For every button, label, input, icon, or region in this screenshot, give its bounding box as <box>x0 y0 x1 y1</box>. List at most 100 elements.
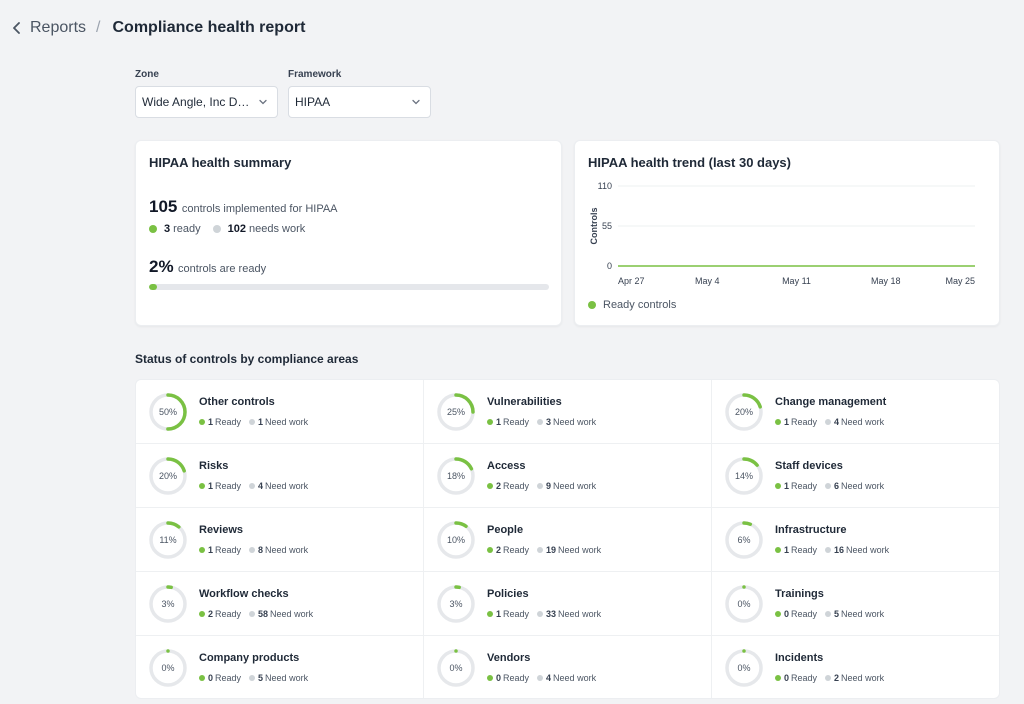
area-need-count: 3 <box>546 417 552 427</box>
area-stats: 1 Ready 3 Need work <box>487 417 604 427</box>
area-card[interactable]: 14% Staff devices 1 Ready 6 Need work <box>712 444 999 508</box>
area-ready-word: Ready <box>215 673 242 683</box>
progress-ring <box>149 393 187 431</box>
area-ready-count: 1 <box>784 545 790 555</box>
area-stats: 2 Ready 19 Need work <box>487 545 609 555</box>
ready-dot <box>199 547 205 553</box>
area-card[interactable]: 11% Reviews 1 Ready 8 Need work <box>136 508 424 572</box>
area-name: Infrastructure <box>775 524 847 536</box>
ready-percentage: 2% controls are ready <box>149 257 266 277</box>
health-summary-card: HIPAA health summary 105 controls implem… <box>135 140 562 326</box>
progress-ring <box>725 393 763 431</box>
framework-select[interactable]: HIPAA <box>288 86 431 118</box>
area-card[interactable]: 10% People 2 Ready 19 Need work <box>424 508 712 572</box>
area-card[interactable]: 20% Change management 1 Ready 4 Need work <box>712 380 999 444</box>
progress-ring <box>725 521 763 559</box>
progress-ring <box>437 457 475 495</box>
page-title: Compliance health report <box>112 19 306 36</box>
area-ready-count: 1 <box>208 545 214 555</box>
need-dot <box>537 675 544 681</box>
zone-select[interactable]: Wide Angle, Inc Defa... <box>135 86 278 118</box>
area-need-word: Need work <box>841 609 885 619</box>
ring-fill <box>725 393 763 431</box>
areas-section-title: Status of controls by compliance areas <box>135 352 359 366</box>
area-name: Vulnerabilities <box>487 396 562 408</box>
need-dot <box>825 419 832 425</box>
area-ready-count: 0 <box>208 673 214 683</box>
ring-fill <box>437 585 475 623</box>
area-need-word: Need work <box>553 417 597 427</box>
health-trend-title: HIPAA health trend (last 30 days) <box>588 155 791 170</box>
area-name: Incidents <box>775 652 824 664</box>
chevron-left-icon[interactable] <box>8 19 26 37</box>
ready-dot <box>199 483 205 489</box>
area-need-count: 58 <box>258 609 269 619</box>
area-ready: 1 Ready <box>199 545 241 555</box>
ready-dot <box>199 675 205 681</box>
area-card[interactable]: 0% Incidents 0 Ready 2 Need work <box>712 636 999 698</box>
area-stats: 1 Ready 6 Need work <box>775 481 892 491</box>
area-name: Company products <box>199 652 300 664</box>
area-card[interactable]: 25% Vulnerabilities 1 Ready 3 Need work <box>424 380 712 444</box>
area-need-count: 9 <box>546 481 552 491</box>
area-percent: 6% <box>737 535 751 545</box>
area-ready: 1 Ready <box>775 481 817 491</box>
area-ready-count: 2 <box>208 609 214 619</box>
legend-ready-label: Ready controls <box>603 299 677 311</box>
need-dot <box>537 547 544 553</box>
area-card[interactable]: 3% Policies 1 Ready 33 Need work <box>424 572 712 636</box>
area-card[interactable]: 6% Infrastructure 1 Ready 16 Need work <box>712 508 999 572</box>
area-percent: 11% <box>159 535 177 545</box>
area-ready-word: Ready <box>215 609 242 619</box>
area-name: Reviews <box>199 524 244 536</box>
area-card[interactable]: 3% Workflow checks 2 Ready 58 Need work <box>136 572 424 636</box>
need-dot <box>537 483 544 489</box>
ready-dot <box>775 547 781 553</box>
framework-select-value: HIPAA <box>295 95 331 109</box>
area-percent: 20% <box>734 407 753 417</box>
need-dot <box>249 675 256 681</box>
area-card[interactable]: 0% Vendors 0 Ready 4 Need work <box>424 636 712 698</box>
area-card[interactable]: 0% Company products 0 Ready 5 Need work <box>136 636 424 698</box>
ring-fill <box>725 649 763 687</box>
area-card[interactable]: 50% Other controls 1 Ready 1 Need work <box>136 380 424 444</box>
area-stats: 1 Ready 4 Need work <box>775 417 892 427</box>
ready-dot <box>487 483 493 489</box>
x-tick-label: Apr 27 <box>618 276 645 286</box>
ring-fill <box>149 521 187 559</box>
health-trend-card: HIPAA health trend (last 30 days) 110 55 0… <box>574 140 1000 326</box>
ring-fill <box>725 521 763 559</box>
area-need-count: 4 <box>834 417 840 427</box>
ring-fill <box>725 457 763 495</box>
area-percent: 14% <box>734 471 753 481</box>
progress-ring <box>437 393 475 431</box>
needs-text: needs work <box>249 223 306 235</box>
ready-dot <box>199 611 205 617</box>
breadcrumb-reports-link[interactable]: Reports <box>30 19 87 36</box>
area-need: 4 Need work <box>249 481 308 491</box>
area-ready-word: Ready <box>503 417 530 427</box>
need-dot <box>825 675 832 681</box>
ring-fill <box>149 393 187 431</box>
area-need-count: 19 <box>546 545 557 555</box>
area-ready-word: Ready <box>791 609 818 619</box>
ring-fill <box>149 457 187 495</box>
area-ready: 0 Ready <box>775 673 817 683</box>
need-dot <box>537 611 544 617</box>
y-tick-label: 110 <box>598 181 612 191</box>
area-need-word: Need work <box>558 609 602 619</box>
area-ready-word: Ready <box>215 481 242 491</box>
need-dot <box>825 611 832 617</box>
area-need-word: Need work <box>846 545 890 555</box>
area-card[interactable]: 18% Access 2 Ready 9 Need work <box>424 444 712 508</box>
area-card[interactable]: 0% Trainings 0 Ready 5 Need work <box>712 572 999 636</box>
area-ready-count: 1 <box>208 481 214 491</box>
area-need: 2 Need work <box>825 673 884 683</box>
ring-fill <box>437 393 475 431</box>
need-dot <box>249 611 256 617</box>
area-card[interactable]: 20% Risks 1 Ready 4 Need work <box>136 444 424 508</box>
ready-pct-text: controls are ready <box>178 263 267 275</box>
area-ready-count: 2 <box>496 545 502 555</box>
x-tick-label: May 18 <box>871 276 901 286</box>
ready-dot <box>487 547 493 553</box>
